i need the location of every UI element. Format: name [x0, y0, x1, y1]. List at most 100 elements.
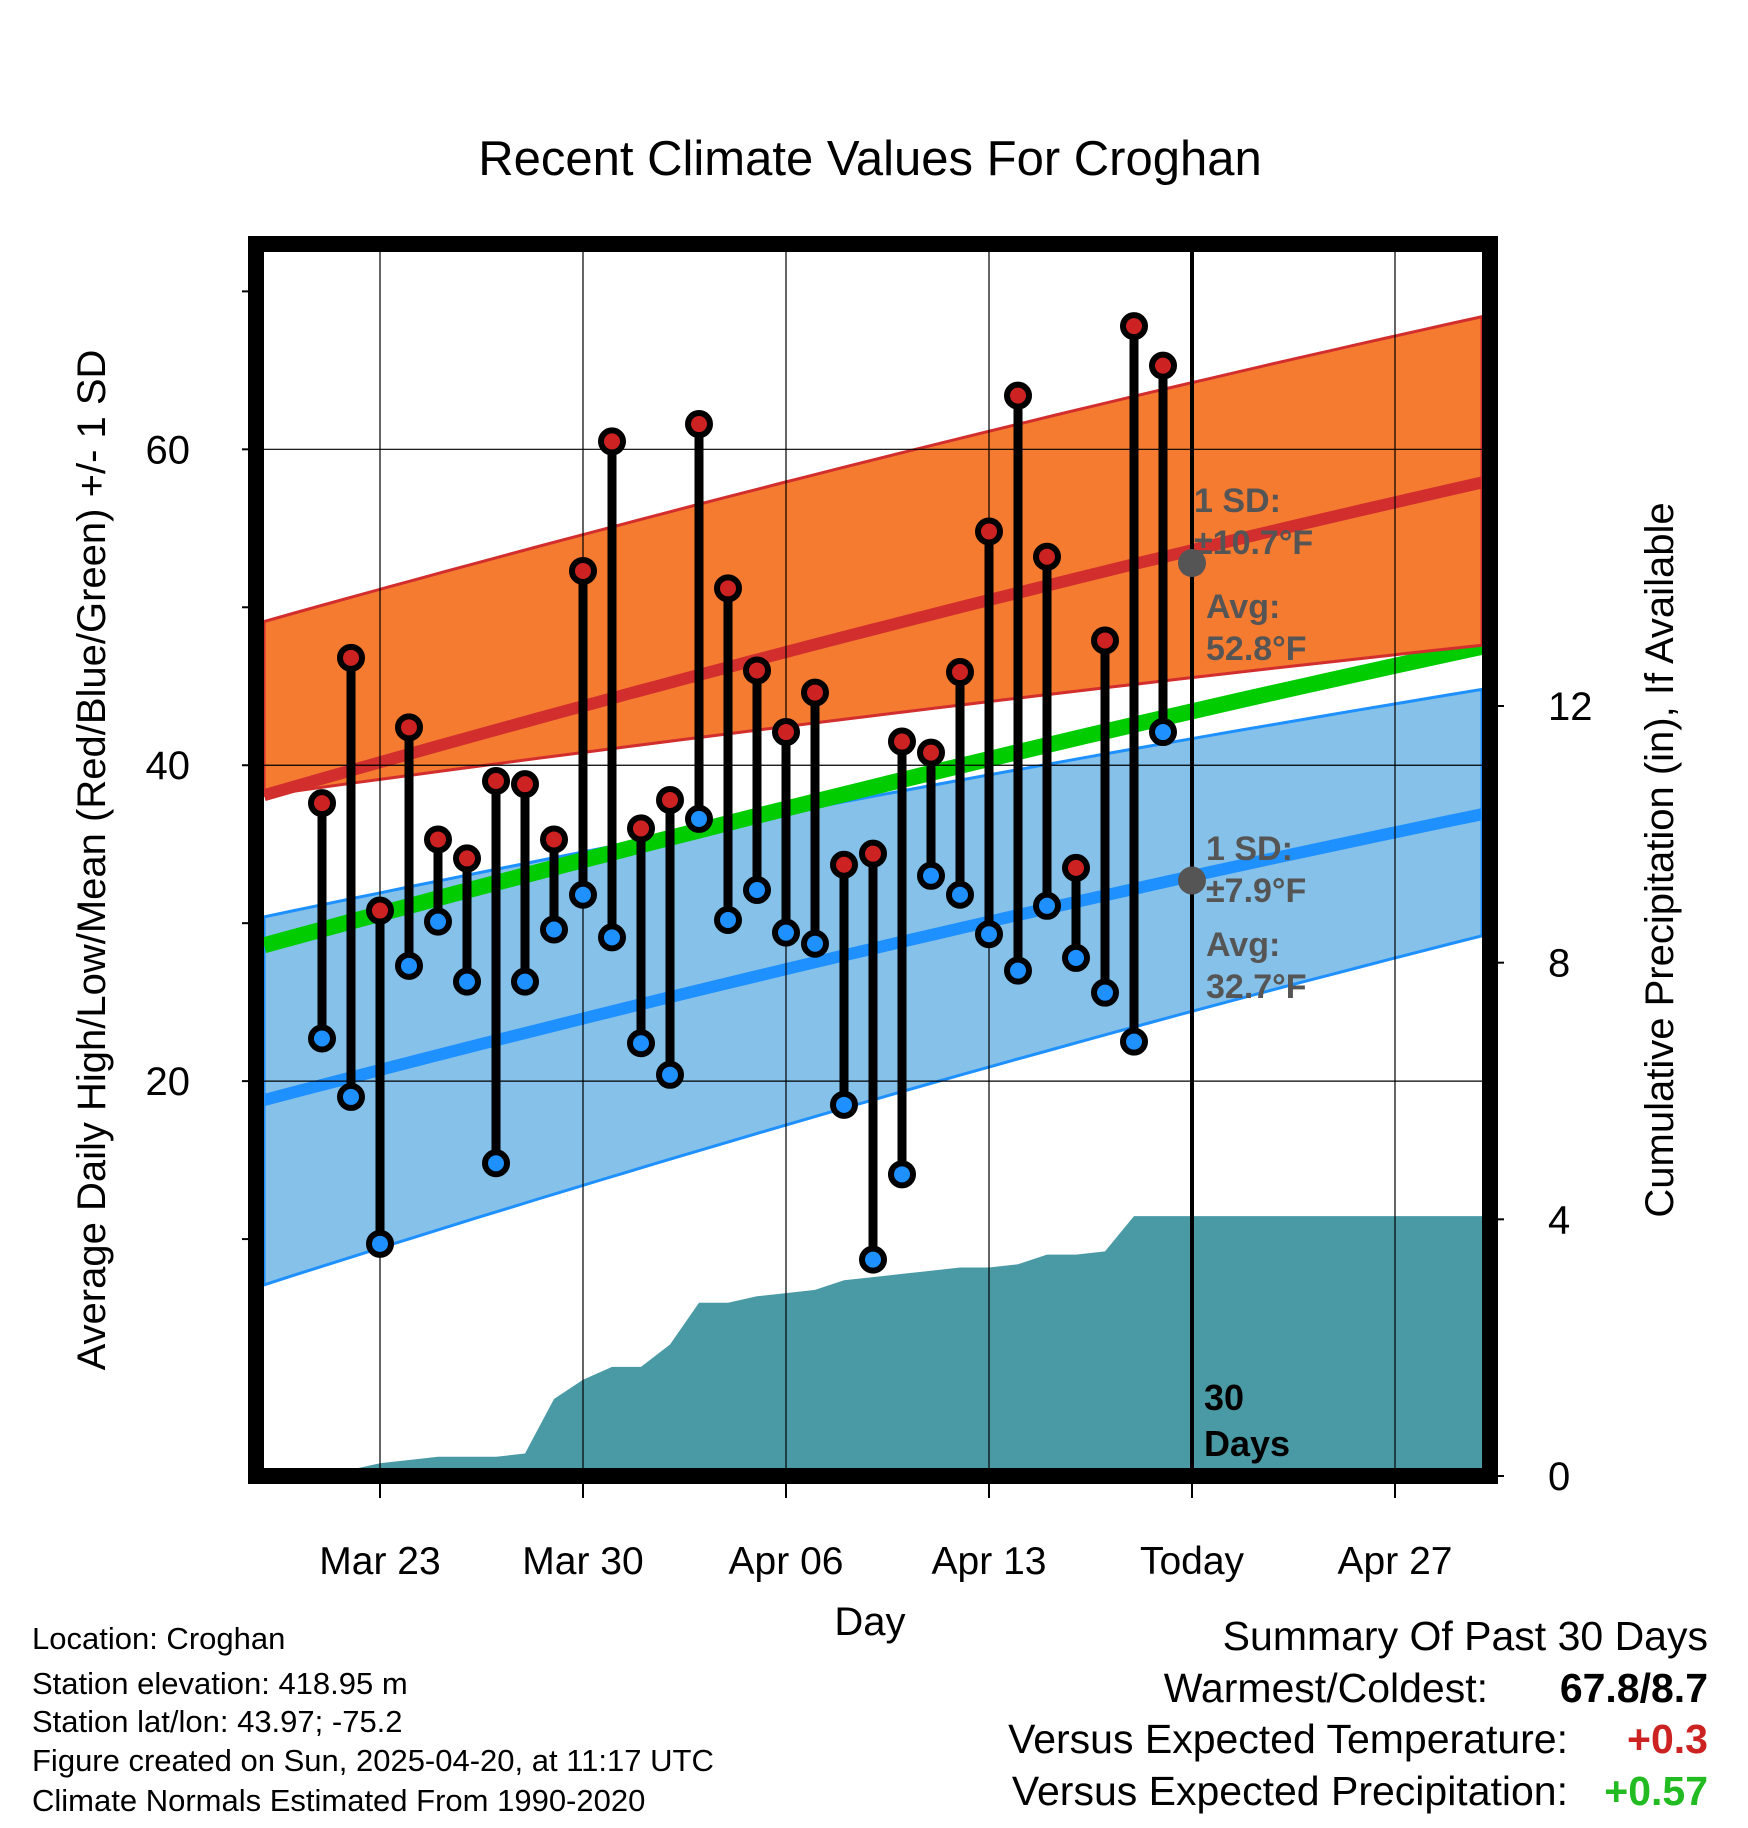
- x-tick-label: Today: [1140, 1540, 1245, 1583]
- window-label-days: Days: [1204, 1423, 1290, 1464]
- y2-axis-label: Cumulative Precipitation (in), If Availa…: [1638, 502, 1682, 1217]
- daily-high-point: [656, 785, 684, 814]
- daily-low-point: [1033, 891, 1061, 920]
- low-sd-value: ±7.9°F: [1206, 872, 1306, 910]
- daily-low-point: [801, 929, 829, 958]
- x-tick-label: Mar 30: [522, 1540, 643, 1583]
- daily-high-point: [598, 427, 626, 456]
- daily-low-point: [656, 1060, 684, 1089]
- y2-tick-label: 12: [1548, 685, 1593, 729]
- daily-high-point: [801, 678, 829, 707]
- location-text: Location: Croghan: [32, 1621, 286, 1656]
- warm-cold-value: 67.8/8.7: [1559, 1665, 1708, 1711]
- y-tick-label: 60: [146, 428, 191, 472]
- daily-high-point: [743, 656, 771, 685]
- daily-low-point: [1004, 956, 1032, 985]
- daily-high-point: [1091, 626, 1119, 655]
- high-avg-marker: [1178, 549, 1206, 578]
- daily-high-point: [366, 896, 394, 925]
- daily-high-point: [511, 770, 539, 799]
- daily-low-point: [888, 1160, 916, 1189]
- daily-low-point: [714, 906, 742, 935]
- daily-high-point: [308, 789, 336, 818]
- y-axis-label: Average Daily High/Low/Mean (Red/Blue/Gr…: [70, 350, 114, 1371]
- daily-high-point: [453, 844, 481, 873]
- daily-high-point: [917, 738, 945, 767]
- created-text: Figure created on Sun, 2025-04-20, at 11…: [32, 1743, 714, 1778]
- daily-high-point: [888, 727, 916, 756]
- daily-low-point: [743, 876, 771, 905]
- plot-frame: [248, 236, 1498, 1484]
- high-sd-value: ±10.7°F: [1194, 524, 1313, 562]
- daily-low-point: [830, 1090, 858, 1119]
- daily-high-point: [540, 825, 568, 854]
- daily-high-point: [1120, 312, 1148, 341]
- daily-low-point: [1062, 943, 1090, 972]
- y2-tick-label: 8: [1548, 942, 1570, 986]
- latlon-text: Station lat/lon: 43.97; -75.2: [32, 1704, 403, 1739]
- x-axis-label: Day: [834, 1600, 905, 1644]
- daily-low-point: [395, 951, 423, 980]
- daily-high-point: [337, 643, 365, 672]
- daily-high-point: [424, 825, 452, 854]
- daily-high-point: [395, 713, 423, 742]
- high-sd-band: [264, 315, 1482, 797]
- daily-low-point: [424, 907, 452, 936]
- elevation-text: Station elevation: 418.95 m: [32, 1666, 408, 1701]
- daily-high-point: [1033, 542, 1061, 571]
- x-tick-label: Mar 23: [319, 1540, 440, 1583]
- y2-tick-label: 0: [1548, 1455, 1570, 1499]
- high-normal-line: [264, 476, 1482, 801]
- high-avg-label: Avg:: [1206, 588, 1280, 626]
- daily-high-point: [714, 574, 742, 603]
- warm-cold-label: Warmest/Coldest:: [1163, 1665, 1488, 1711]
- daily-low-point: [627, 1029, 655, 1058]
- y-tick-label: 40: [146, 744, 191, 788]
- daily-high-point: [685, 410, 713, 439]
- x-tick-label: Apr 06: [729, 1540, 844, 1583]
- daily-low-point: [540, 915, 568, 944]
- precip-label: Versus Expected Precipitation:: [1011, 1768, 1568, 1814]
- low-avg-label: Avg:: [1206, 926, 1280, 964]
- daily-low-point: [337, 1082, 365, 1111]
- daily-high-point: [830, 850, 858, 879]
- daily-high-point: [627, 814, 655, 843]
- daily-high-point: [859, 839, 887, 868]
- daily-high-point: [569, 556, 597, 585]
- daily-low-point: [1120, 1027, 1148, 1056]
- daily-low-point: [859, 1245, 887, 1274]
- y-tick-label: 20: [146, 1060, 191, 1104]
- temp-value: +0.3: [1627, 1716, 1708, 1762]
- daily-high-point: [946, 658, 974, 687]
- window-label-number: 30: [1204, 1377, 1244, 1418]
- low-sd-label: 1 SD:: [1206, 830, 1293, 868]
- low-avg-value: 32.7°F: [1206, 968, 1307, 1006]
- temp-label: Versus Expected Temperature:: [1008, 1716, 1568, 1762]
- daily-low-point: [569, 880, 597, 909]
- daily-low-point: [1091, 978, 1119, 1007]
- daily-high-point: [482, 767, 510, 796]
- daily-low-point: [308, 1024, 336, 1053]
- y2-tick-label: 4: [1548, 1198, 1570, 1242]
- x-tick-label: Apr 13: [932, 1540, 1047, 1583]
- daily-low-point: [598, 923, 626, 952]
- daily-high-point: [772, 718, 800, 747]
- daily-low-point: [482, 1149, 510, 1178]
- daily-low-point: [917, 861, 945, 890]
- x-tick-label: Apr 27: [1338, 1540, 1453, 1583]
- daily-low-point: [946, 880, 974, 909]
- daily-low-point: [511, 967, 539, 996]
- low-avg-marker: [1178, 866, 1206, 895]
- daily-high-point: [975, 517, 1003, 546]
- precip-value: +0.57: [1604, 1768, 1708, 1814]
- daily-low-point: [975, 920, 1003, 949]
- high-avg-value: 52.8°F: [1206, 630, 1307, 668]
- daily-low-point: [453, 967, 481, 996]
- daily-low-point: [685, 804, 713, 833]
- chart-title: Recent Climate Values For Croghan: [478, 132, 1261, 186]
- summary-title: Summary Of Past 30 Days: [1222, 1613, 1708, 1659]
- precipitation-area: [322, 1216, 1482, 1476]
- daily-low-point: [772, 918, 800, 947]
- daily-high-point: [1149, 351, 1177, 380]
